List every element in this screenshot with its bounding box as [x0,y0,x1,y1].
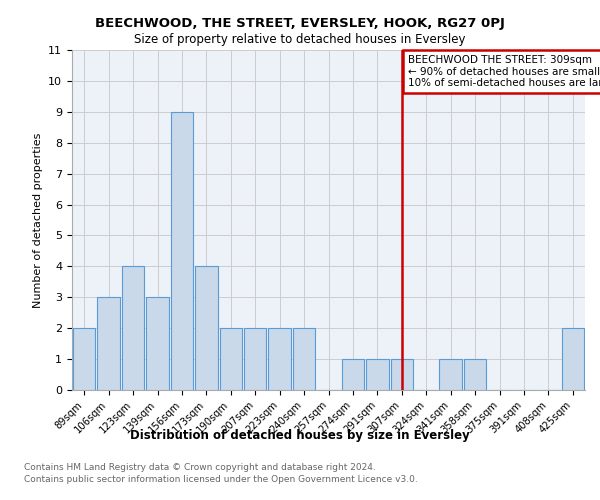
Bar [146,298,169,390]
Y-axis label: Number of detached properties: Number of detached properties [33,132,43,308]
Text: Contains public sector information licensed under the Open Government Licence v3: Contains public sector information licen… [24,474,418,484]
Bar [73,328,95,390]
Bar [170,112,193,390]
Bar [220,328,242,390]
Text: Contains HM Land Registry data © Crown copyright and database right 2024.: Contains HM Land Registry data © Crown c… [24,464,376,472]
Bar [97,298,120,390]
Text: Size of property relative to detached houses in Eversley: Size of property relative to detached ho… [134,32,466,46]
Text: Distribution of detached houses by size in Eversley: Distribution of detached houses by size … [130,430,470,442]
Text: BEECHWOOD THE STREET: 309sqm
← 90% of detached houses are smaller (35)
10% of se: BEECHWOOD THE STREET: 309sqm ← 90% of de… [408,54,600,88]
Bar [464,359,487,390]
Text: BEECHWOOD, THE STREET, EVERSLEY, HOOK, RG27 0PJ: BEECHWOOD, THE STREET, EVERSLEY, HOOK, R… [95,18,505,30]
Bar [244,328,266,390]
Bar [562,328,584,390]
Bar [439,359,462,390]
Bar [122,266,145,390]
Bar [293,328,316,390]
Bar [341,359,364,390]
Bar [366,359,389,390]
Bar [268,328,291,390]
Bar [195,266,218,390]
Bar [391,359,413,390]
